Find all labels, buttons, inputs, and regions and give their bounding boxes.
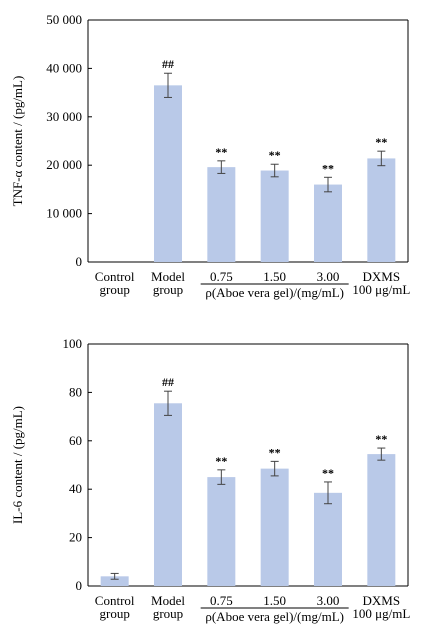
group-label: ρ(Aboe vera gel)/(mg/mL) xyxy=(205,609,344,624)
significance-label: ** xyxy=(375,135,387,149)
x-tick-label: 0.75 xyxy=(210,269,233,284)
y-tick-label: 20 xyxy=(69,530,82,545)
x-tick-label: 3.00 xyxy=(317,593,340,608)
bar xyxy=(100,576,129,586)
significance-label: ** xyxy=(269,148,281,162)
y-tick-label: 80 xyxy=(69,384,82,399)
bar xyxy=(207,167,236,262)
bar xyxy=(260,170,289,262)
bar xyxy=(154,85,182,262)
x-tick-label: DXMS xyxy=(363,593,401,608)
x-tick-label: 0.75 xyxy=(210,593,233,608)
bar xyxy=(207,477,236,586)
significance-label: ** xyxy=(269,445,281,459)
x-tick-label: 100 μg/mL xyxy=(352,606,410,621)
y-tick-label: 40 000 xyxy=(46,60,82,75)
bar xyxy=(314,184,342,262)
x-tick-label: 3.00 xyxy=(317,269,340,284)
significance-label: ** xyxy=(322,466,334,480)
x-tick-label: group xyxy=(99,282,129,297)
x-tick-label: 100 μg/mL xyxy=(352,282,410,297)
significance-label: ** xyxy=(375,432,387,446)
x-tick-label: Control xyxy=(95,593,135,608)
significance-label: ## xyxy=(162,375,174,389)
bar xyxy=(314,492,342,586)
chart-panel-1: 0 10 000 20 000 30 000 40 000 50 000 TNF-α con… xyxy=(10,12,410,300)
x-tick-label: group xyxy=(153,282,183,297)
significance-label: ** xyxy=(215,454,227,468)
y-tick-label: 10 000 xyxy=(46,206,82,221)
bar xyxy=(260,468,289,586)
y-tick-label: 0 xyxy=(76,578,83,593)
y-tick-label: 60 xyxy=(69,433,82,448)
significance-label: ** xyxy=(215,145,227,159)
bar xyxy=(367,454,396,586)
x-tick-label: Model xyxy=(151,269,185,284)
group-label: ρ(Aboe vera gel)/(mg/mL) xyxy=(205,285,344,300)
y-tick-label: 30 000 xyxy=(46,109,82,124)
y-axis-label: TNF-α content / (pg/mL) xyxy=(10,76,25,207)
y-tick-label: 20 000 xyxy=(46,157,82,172)
y-tick-label: 0 xyxy=(76,254,83,269)
significance-label: ## xyxy=(162,57,174,71)
significance-label: ** xyxy=(322,161,334,175)
y-tick-label: 100 xyxy=(63,336,83,351)
x-tick-label: 1.50 xyxy=(263,593,286,608)
y-tick-label: 40 xyxy=(69,481,82,496)
x-tick-label: Model xyxy=(151,593,185,608)
bar xyxy=(154,403,182,586)
y-tick-label: 50 000 xyxy=(46,12,82,27)
y-axis-label: IL-6 content / (pg/mL) xyxy=(10,406,25,524)
chart-panel-2: 0 20 40 60 80 100 IL-6 content / (pg/mL) Contro… xyxy=(10,336,410,624)
x-tick-label: group xyxy=(153,606,183,621)
x-tick-label: Control xyxy=(95,269,135,284)
x-tick-label: 1.50 xyxy=(263,269,286,284)
x-tick-label: DXMS xyxy=(363,269,401,284)
x-tick-label: group xyxy=(99,606,129,621)
bar xyxy=(367,158,396,262)
